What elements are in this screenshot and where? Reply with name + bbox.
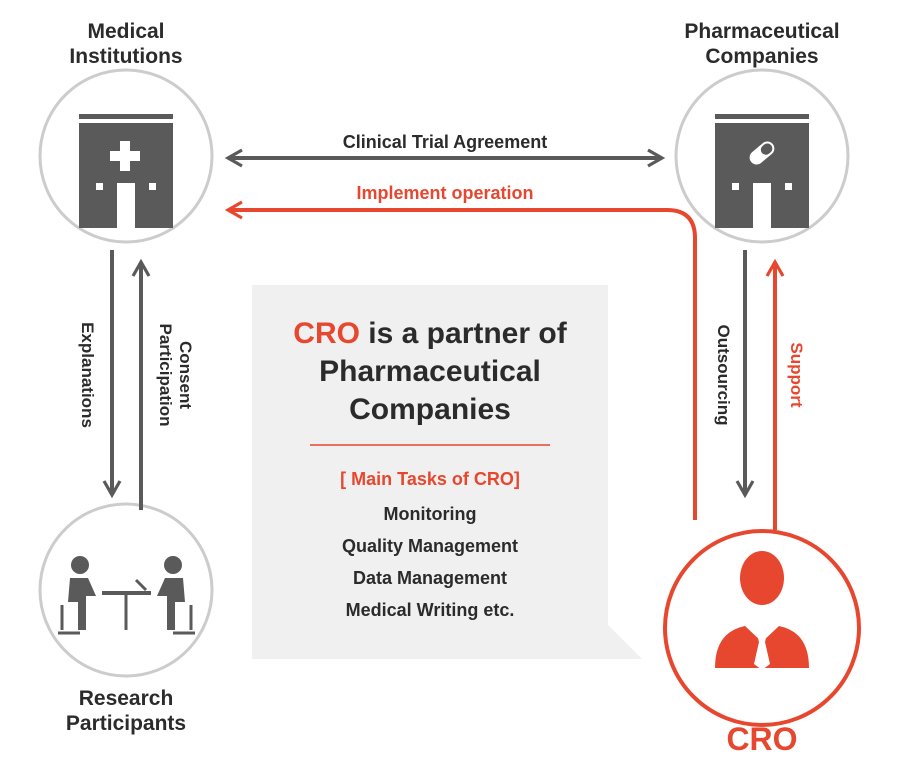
support-label: Support (787, 342, 806, 407)
medical-institutions-node (38, 68, 214, 244)
tasks-heading: [ Main Tasks of CRO] (340, 469, 520, 489)
medical-title: Medical Institutions (69, 20, 182, 68)
meeting-people-icon (58, 556, 195, 635)
consent-participation-label: ConsentParticipation (156, 324, 195, 427)
hospital-icon (79, 114, 173, 228)
person-tie-icon (715, 551, 809, 670)
task-item: Data Management (353, 568, 507, 588)
task-item: Medical Writing etc. (346, 600, 515, 620)
explanations-label: Explanations (78, 322, 97, 428)
clinical-trial-agreement-label: Clinical Trial Agreement (343, 132, 547, 152)
callout-title-line1: CRO is a partner of (293, 317, 567, 350)
pharmaceutical-companies-node (674, 68, 850, 244)
callout-title-line2: Pharmaceutical (319, 355, 541, 388)
callout-box: CRO is a partner of Pharmaceutical Compa… (252, 285, 642, 659)
pharma-title: Pharmaceutical Companies (684, 20, 839, 68)
pharma-building-pill-icon (715, 114, 809, 228)
implement-operation-label: Implement operation (356, 183, 533, 203)
task-item: Monitoring (384, 504, 477, 524)
research-title: Research Participants (66, 687, 186, 735)
implement-operation-arrow (224, 200, 697, 520)
callout-title-line3: Companies (349, 393, 511, 426)
research-participants-node (38, 502, 214, 678)
outsourcing-label: Outsourcing (714, 324, 733, 425)
cro-node (663, 529, 861, 727)
task-item: Quality Management (342, 536, 518, 556)
